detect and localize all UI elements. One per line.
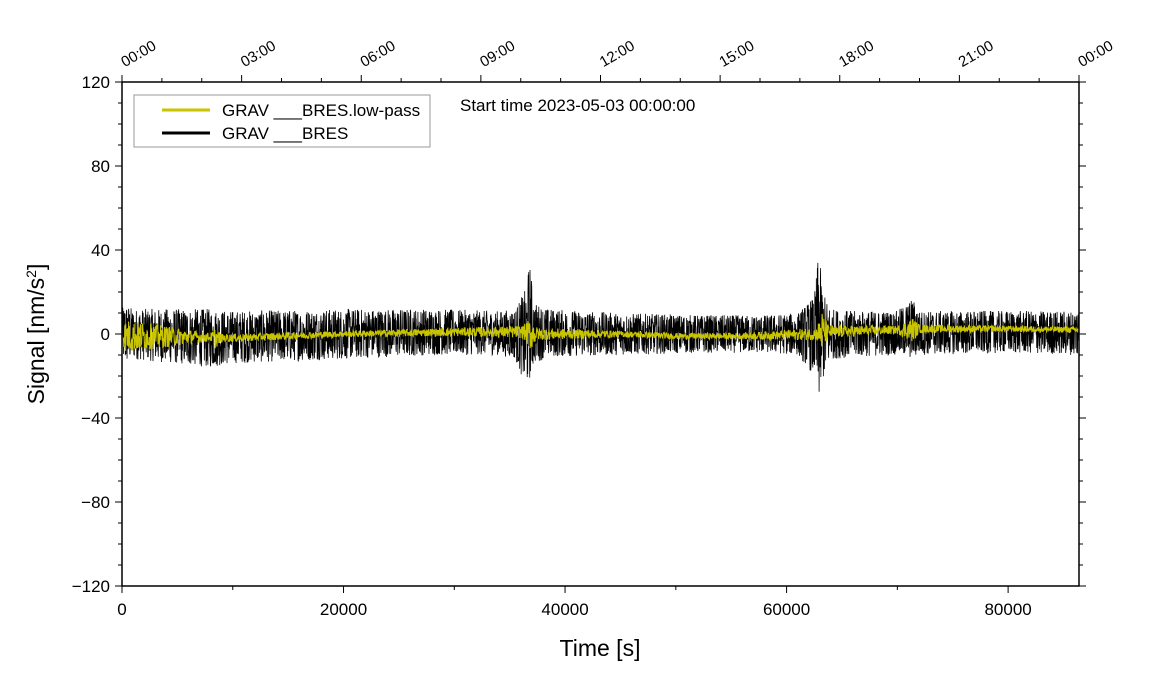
series-layer [122,262,1079,392]
legend-label-raw: GRAV ___BRES [222,124,348,143]
y-tick-label: 0 [101,325,110,344]
x-tick-label: 20000 [320,600,367,619]
legend-box [133,94,431,148]
y-axis-title: Signal [nm/s2] [23,264,49,405]
top-time-label: 09:00 [477,37,518,70]
y-tick-label: 40 [91,241,110,260]
start-time-annotation: Start time 2023-05-03 00:00:00 [460,96,695,115]
x-tick-label: 40000 [541,600,588,619]
y-tick-label: −80 [81,493,110,512]
y-tick-label: 120 [82,73,110,92]
y-tick-label: −40 [81,409,110,428]
top-time-label: 21:00 [956,37,997,70]
top-time-label: 00:00 [1075,37,1116,70]
top-time-label: 06:00 [357,37,398,70]
series-lowpass-trace [122,313,1079,351]
legend: GRAV ___BRES.low-pass GRAV ___BRES [133,94,431,148]
top-time-label: 00:00 [118,37,159,70]
top-time-label: 12:00 [597,37,638,70]
y-tick-label: −120 [72,577,110,596]
top-time-label: 03:00 [238,37,279,70]
x-axis-title: Time [s] [560,635,641,661]
top-time-label: 18:00 [836,37,877,70]
legend-label-lowpass: GRAV ___BRES.low-pass [222,101,420,120]
x-tick-label: 60000 [763,600,810,619]
y-tick-label: 80 [91,157,110,176]
x-tick-label: 0 [117,600,126,619]
top-time-label: 15:00 [716,37,757,70]
x-tick-label: 80000 [984,600,1031,619]
